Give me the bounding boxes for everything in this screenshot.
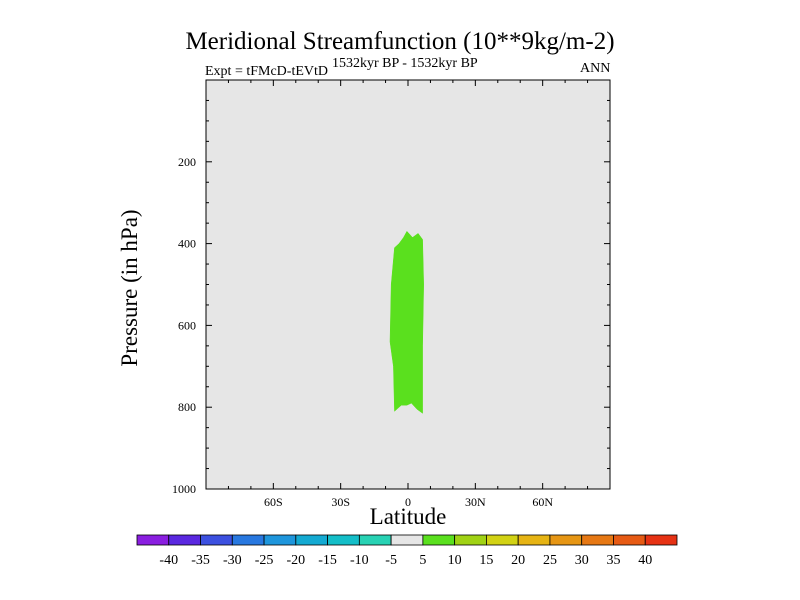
colorbar-box [263, 534, 297, 546]
y-tick-label: 400 [178, 237, 196, 251]
colorbar-label: -25 [255, 553, 274, 568]
colorbar-label: 20 [511, 553, 525, 568]
chart-title: Meridional Streamfunction (10**9kg/m-2) [185, 28, 615, 55]
colorbar-label: 25 [543, 553, 557, 568]
colorbar-box [200, 534, 233, 546]
colorbar-label: -40 [159, 553, 178, 568]
colorbar-label: -35 [191, 553, 210, 568]
x-tick-label: 60S [264, 495, 283, 509]
colorbar-box [486, 534, 519, 546]
x-tick-label: 30S [331, 495, 350, 509]
colorbar-box [358, 534, 392, 546]
colorbar-box [136, 534, 170, 546]
colorbar-label: 40 [638, 553, 652, 568]
colorbar-box [168, 534, 201, 546]
colorbar-box [390, 534, 424, 546]
x-tick-label: 30N [465, 495, 486, 509]
colorbar-box [517, 534, 551, 546]
colorbar-box [295, 534, 328, 546]
colorbar-label: -30 [223, 553, 242, 568]
colorbar-label: 5 [419, 553, 426, 568]
colorbar-box [581, 534, 614, 546]
colorbar-box [549, 534, 583, 546]
x-axis-label: Latitude [369, 504, 447, 529]
colorbar-label: -15 [318, 553, 337, 568]
y-tick-label: 600 [178, 318, 196, 332]
colorbar-box [422, 534, 456, 546]
colorbar-label: 10 [448, 553, 462, 568]
experiment-label: Expt = tFMcD-tEVtD [205, 64, 328, 79]
x-tick-label: 0 [405, 495, 411, 509]
colorbar-box [613, 534, 646, 546]
colorbar-label: -20 [286, 553, 305, 568]
y-tick-label: 200 [178, 155, 196, 169]
season-label: ANN [580, 61, 611, 76]
period-label: 1532kyr BP - 1532kyr BP [332, 56, 478, 71]
y-tick-label: 800 [178, 400, 196, 414]
x-tick-label: 60N [532, 495, 553, 509]
colorbar-box [454, 534, 487, 546]
y-tick-label: 1000 [172, 482, 196, 496]
colorbar-label: -10 [350, 553, 369, 568]
colorbar-label: 35 [606, 553, 620, 568]
colorbar-label: 30 [575, 553, 589, 568]
colorbar-box [327, 534, 360, 546]
colorbar-box [644, 534, 678, 546]
contour-fill-0 [389, 230, 424, 414]
colorbar-label: -5 [385, 553, 397, 568]
colorbar-label: 15 [479, 553, 493, 568]
colorbar-box [231, 534, 265, 546]
